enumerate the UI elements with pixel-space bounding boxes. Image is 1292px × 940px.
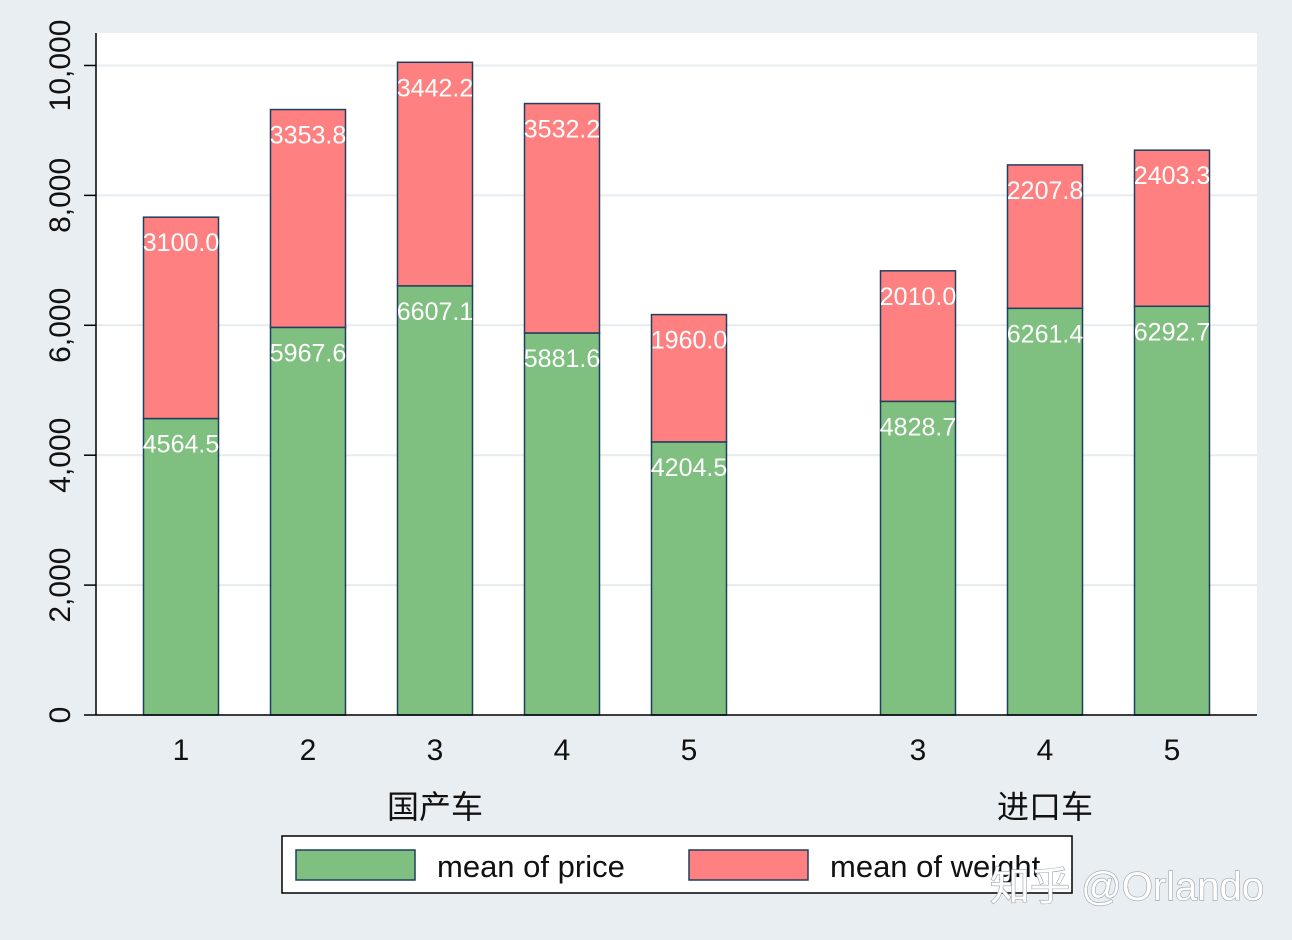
bar-price [1133,305,1211,716]
bar-label-weight: 1960.0 [651,327,727,355]
watermark-text: 知乎 @Orlando [990,865,1264,909]
bar-weight [396,61,474,287]
y-tick-label: 10,000 [44,20,77,112]
bar-label-weight: 3353.8 [270,122,346,150]
bar-price [523,332,601,716]
y-axis-ticks: 0 2,000 4,000 6,000 8,000 10,000 [44,20,96,724]
bar-label-price: 4204.5 [651,454,727,482]
y-tick-label: 6,000 [44,288,77,363]
x-tick-label: 5 [681,734,698,767]
bar-label-weight: 3442.2 [397,74,473,102]
bar-label-price: 4564.5 [143,431,219,459]
bar-price [1006,307,1084,716]
bar-price [269,326,347,716]
bar-price [879,400,957,716]
bar-label-weight: 3532.2 [524,116,600,144]
bar-weight [523,102,601,334]
x-tick-label: 2 [300,734,317,767]
bar-price [650,441,728,716]
legend: mean of price mean of weight [281,835,1073,894]
bar-weight [1006,164,1084,310]
bar-label-price: 6292.7 [1134,318,1210,346]
bar-labels: 4564.5 3100.0 5967.6 3353.8 6607.1 3442.2 5881… [143,74,1210,482]
bar-label-price: 6607.1 [397,298,473,326]
bar-price [142,417,220,716]
group-labels: 国产车 进口车 [387,789,1093,825]
x-axis-ticks: 1 2 3 4 5 3 4 5 [173,734,1181,767]
legend-swatch-weight [688,849,809,881]
bar-weight [142,216,220,420]
x-tick-label: 3 [427,734,444,767]
bars [142,61,1211,716]
bar-weight [1133,149,1211,308]
x-tick-label: 3 [910,734,927,767]
legend-swatch-price [295,849,416,881]
bar-label-price: 4828.7 [880,413,956,441]
y-tick-label: 0 [44,707,77,724]
legend-label-price: mean of price [437,849,625,884]
x-tick-label: 4 [1037,734,1054,767]
x-tick-label: 5 [1164,734,1181,767]
group-label: 进口车 [997,789,1093,825]
bar-weight [879,270,957,403]
bar-label-price: 5967.6 [270,339,346,367]
bar-label-weight: 2207.8 [1007,177,1083,205]
y-tick-label: 4,000 [44,418,77,493]
group-label: 国产车 [387,789,483,825]
y-tick-label: 2,000 [44,548,77,623]
bar-weight [650,313,728,443]
bar-price [396,285,474,716]
bar-label-weight: 2403.3 [1134,162,1210,190]
y-tick-label: 8,000 [44,158,77,233]
x-tick-label: 4 [554,734,571,767]
bar-label-weight: 2010.0 [880,283,956,311]
bar-label-price: 6261.4 [1007,320,1084,348]
bar-label-weight: 3100.0 [143,229,219,257]
legend-label-weight: mean of weight [830,849,1041,884]
x-tick-label: 1 [173,734,190,767]
bar-weight [269,108,347,329]
bar-label-price: 5881.6 [524,345,600,373]
